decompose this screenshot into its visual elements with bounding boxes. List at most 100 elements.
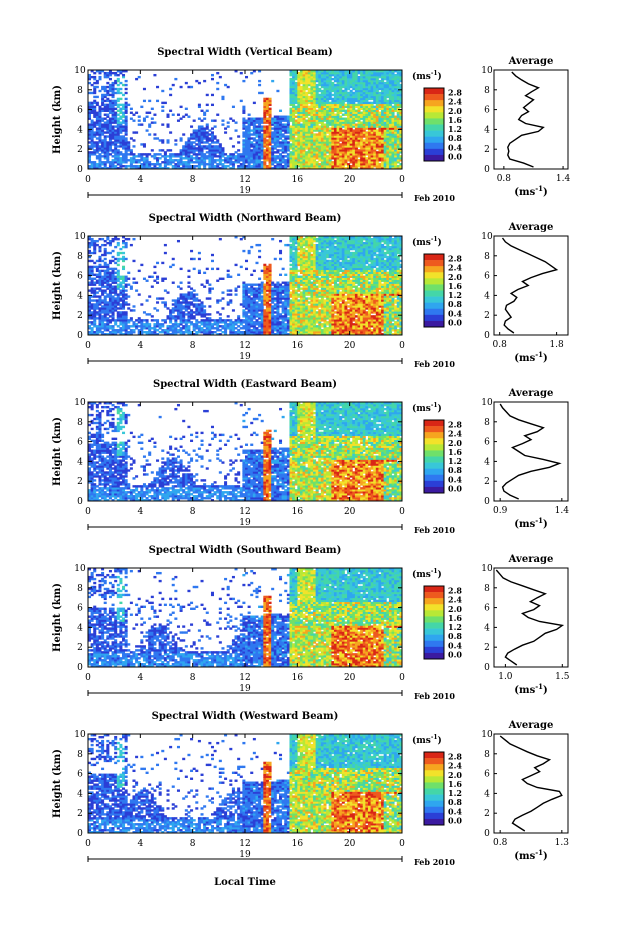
heatmap-cell xyxy=(108,319,112,322)
heatmap-cell xyxy=(302,133,306,136)
heatmap-cell xyxy=(365,165,369,168)
heatmap-cell xyxy=(163,165,167,168)
heatmap-cell xyxy=(90,259,94,263)
heatmap-cell xyxy=(367,93,371,97)
heatmap-cell xyxy=(95,303,99,306)
heatmap-cell xyxy=(286,147,290,150)
heatmap-cell xyxy=(331,147,335,150)
heatmap-cell xyxy=(156,261,160,265)
heatmap-cell xyxy=(378,163,382,166)
heatmap-cell xyxy=(197,105,201,109)
heatmap-cell xyxy=(347,153,351,156)
heatmap-cell xyxy=(255,133,259,136)
heatmap-cell xyxy=(367,79,371,83)
heatmap-cell xyxy=(331,73,335,77)
heatmap-cell xyxy=(231,165,235,168)
heatmap-cell xyxy=(90,295,94,298)
heatmap-cell xyxy=(326,103,330,107)
heatmap-cell xyxy=(200,327,204,330)
heatmap-cell xyxy=(106,283,110,286)
heatmap-cell xyxy=(242,161,246,164)
heatmap-cell xyxy=(391,141,395,144)
heatmap-cell xyxy=(103,153,107,156)
heatmap-cell xyxy=(305,75,309,79)
heatmap-cell xyxy=(103,265,107,269)
heatmap-cell xyxy=(360,133,364,136)
heatmap-cell xyxy=(399,77,403,81)
heatmap-cell xyxy=(344,151,348,154)
heatmap-cell xyxy=(328,107,332,110)
heatmap-cell xyxy=(90,123,94,126)
heatmap-cell xyxy=(114,139,118,142)
heatmap-cell xyxy=(323,101,327,105)
heatmap-cell xyxy=(184,143,188,146)
heatmap-cell xyxy=(336,119,340,122)
heatmap-cell xyxy=(119,159,123,162)
heatmap-cell xyxy=(302,145,306,148)
heatmap-cell xyxy=(116,153,120,156)
heatmap-cell xyxy=(153,325,157,328)
heatmap-cell xyxy=(367,75,371,79)
heatmap-cell xyxy=(299,75,303,79)
heatmap-cell xyxy=(307,117,311,120)
heatmap-cell xyxy=(320,145,324,148)
heatmap-cell xyxy=(349,83,353,87)
heatmap-cell xyxy=(142,167,146,170)
heatmap-cell xyxy=(192,151,196,154)
heatmap-cell xyxy=(381,107,385,110)
heatmap-cell xyxy=(323,137,327,140)
heatmap-cell xyxy=(142,157,146,160)
heatmap-cell xyxy=(208,165,212,168)
heatmap-cell xyxy=(339,101,343,105)
heatmap-cell xyxy=(260,295,264,298)
heatmap-cell xyxy=(373,123,377,126)
heatmap-cell xyxy=(176,285,180,288)
heatmap-cell xyxy=(347,95,351,99)
heatmap-cell xyxy=(271,133,275,136)
heatmap-cell xyxy=(381,149,385,152)
heatmap-cell xyxy=(197,257,201,261)
heatmap-cell xyxy=(297,105,301,109)
heatmap-cell xyxy=(352,137,356,140)
heatmap-cell xyxy=(90,241,94,245)
heatmap-cell xyxy=(163,159,167,162)
heatmap-cell xyxy=(213,145,217,148)
heatmap-cell xyxy=(297,163,301,166)
heatmap-cell xyxy=(360,97,364,101)
heatmap-cell xyxy=(184,165,188,168)
heatmap-cell xyxy=(375,79,379,83)
heatmap-cell xyxy=(103,319,107,322)
heatmap-cell xyxy=(328,79,332,83)
heatmap-cell xyxy=(352,165,356,168)
heatmap-cell xyxy=(250,141,254,144)
heatmap-cell xyxy=(370,71,374,75)
heatmap-cell xyxy=(336,117,340,120)
heatmap-cell xyxy=(318,163,322,166)
heatmap-cell xyxy=(394,99,398,103)
heatmap-cell xyxy=(88,265,92,269)
heatmap-cell xyxy=(208,163,212,166)
heatmap-cell xyxy=(362,167,366,170)
heatmap-cell xyxy=(101,281,105,284)
heatmap-cell xyxy=(98,249,102,253)
heatmap-cell xyxy=(93,303,97,306)
heatmap-cell xyxy=(111,237,115,241)
heatmap-cell xyxy=(153,333,157,336)
heatmap-cell xyxy=(106,93,110,97)
heatmap-cell xyxy=(399,93,403,97)
heatmap-cell xyxy=(336,167,340,170)
heatmap-cell xyxy=(357,159,361,162)
heatmap-cell xyxy=(386,73,390,77)
heatmap-cell xyxy=(90,251,94,255)
heatmap-cell xyxy=(108,153,112,156)
heatmap-cell xyxy=(108,73,112,77)
heatmap-cell xyxy=(268,161,272,164)
heatmap-cell xyxy=(339,127,343,130)
heatmap-cell xyxy=(305,70,309,73)
heatmap-cell xyxy=(349,159,353,162)
heatmap-cell xyxy=(255,117,259,120)
heatmap-cell xyxy=(292,129,296,132)
heatmap-cell xyxy=(119,157,123,160)
heatmap-cell xyxy=(98,105,102,109)
heatmap-cell xyxy=(373,79,377,83)
